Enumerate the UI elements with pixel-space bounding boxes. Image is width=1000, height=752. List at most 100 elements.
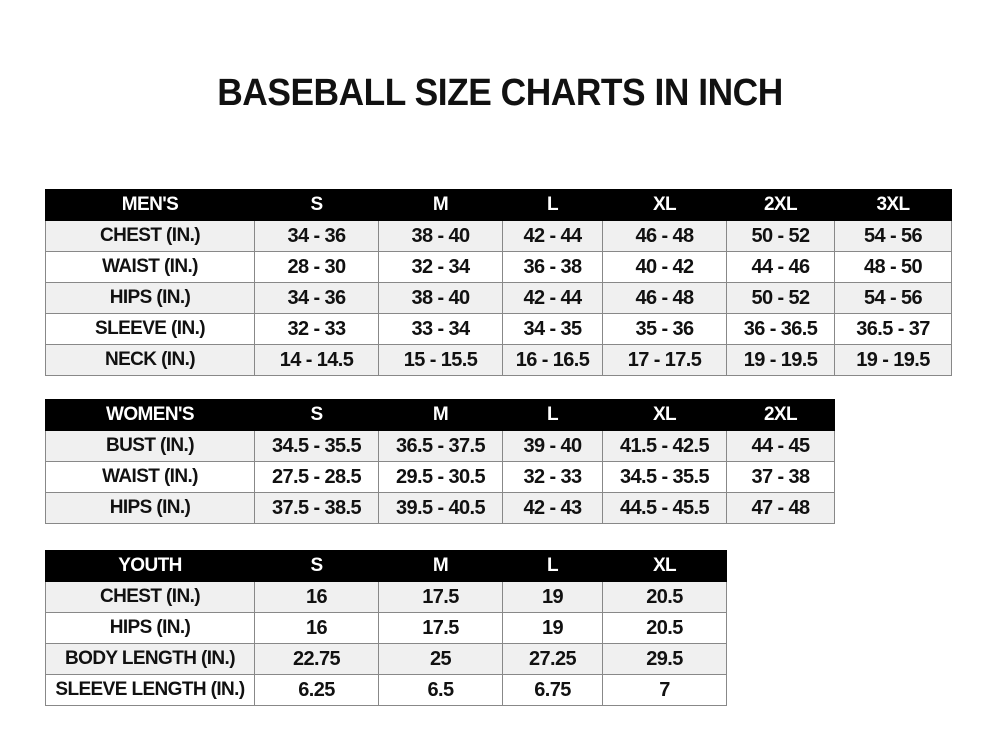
size-value: 38 - 40 [378,220,503,252]
size-value: 33 - 34 [378,313,503,345]
size-value: 36.5 - 37 [834,313,952,345]
size-value: 19 [502,612,603,644]
size-value: 15 - 15.5 [378,344,503,376]
youth-size-table: YOUTH S M L XL CHEST (IN.) 16 17.5 19 20.5 HIPS (I… [45,550,727,706]
size-value: 6.25 [254,674,379,706]
measurement-label: WAIST (IN.) [45,251,255,283]
size-header: S [254,550,379,582]
header-row: MEN'S S M L XL 2XL 3XL [45,189,952,221]
size-header: XL [602,189,727,221]
size-value: 7 [602,674,727,706]
size-value: 19 - 19.5 [726,344,835,376]
size-value: 27.5 - 28.5 [254,461,379,493]
page-title: BASEBALL SIZE CHARTS IN INCH [217,72,783,114]
size-value: 54 - 56 [834,220,952,252]
size-value: 16 [254,581,379,613]
size-value: 44 - 45 [726,430,835,462]
table-row: WAIST (IN.) 27.5 - 28.5 29.5 - 30.5 32 - 33… [45,461,835,493]
size-value: 32 - 33 [254,313,379,345]
header-row: YOUTH S M L XL [45,550,727,582]
size-value: 29.5 [602,643,727,675]
size-value: 14 - 14.5 [254,344,379,376]
size-value: 48 - 50 [834,251,952,283]
size-value: 25 [378,643,503,675]
table-row: SLEEVE LENGTH (IN.) 6.25 6.5 6.75 7 [45,674,727,706]
category-header: WOMEN'S [45,399,255,431]
size-value: 35 - 36 [602,313,727,345]
table-row: BUST (IN.) 34.5 - 35.5 36.5 - 37.5 39 - 40 4… [45,430,835,462]
size-header: L [502,550,603,582]
table-row: WAIST (IN.) 28 - 30 32 - 34 36 - 38 40 - 42 4… [45,251,952,283]
size-value: 39.5 - 40.5 [378,492,503,524]
measurement-label: BODY LENGTH (IN.) [45,643,255,675]
size-value: 19 [502,581,603,613]
size-value: 34 - 36 [254,282,379,314]
size-value: 36.5 - 37.5 [378,430,503,462]
measurement-label: CHEST (IN.) [45,220,255,252]
size-value: 46 - 48 [602,220,727,252]
category-header: MEN'S [45,189,255,221]
measurement-label: HIPS (IN.) [45,612,255,644]
size-value: 6.75 [502,674,603,706]
size-value: 16 [254,612,379,644]
size-value: 46 - 48 [602,282,727,314]
size-header: XL [602,550,727,582]
measurement-label: WAIST (IN.) [45,461,255,493]
size-value: 44 - 46 [726,251,835,283]
size-header: M [378,399,503,431]
size-value: 32 - 33 [502,461,603,493]
size-value: 17 - 17.5 [602,344,727,376]
table-row: SLEEVE (IN.) 32 - 33 33 - 34 34 - 35 35 - 36… [45,313,952,345]
size-value: 50 - 52 [726,282,835,314]
size-value: 42 - 43 [502,492,603,524]
mens-size-table: MEN'S S M L XL 2XL 3XL CHEST (IN.) 34 - 36 38 - 4… [45,189,952,376]
measurement-label: SLEEVE (IN.) [45,313,255,345]
size-value: 20.5 [602,612,727,644]
size-value: 50 - 52 [726,220,835,252]
measurement-label: HIPS (IN.) [45,282,255,314]
size-value: 42 - 44 [502,282,603,314]
size-value: 41.5 - 42.5 [602,430,727,462]
size-value: 34 - 36 [254,220,379,252]
table-row: NECK (IN.) 14 - 14.5 15 - 15.5 16 - 16.5 17 … [45,344,952,376]
size-value: 54 - 56 [834,282,952,314]
size-header: M [378,189,503,221]
size-header: L [502,189,603,221]
size-value: 32 - 34 [378,251,503,283]
size-value: 44.5 - 45.5 [602,492,727,524]
size-value: 29.5 - 30.5 [378,461,503,493]
size-value: 16 - 16.5 [502,344,603,376]
size-value: 34 - 35 [502,313,603,345]
table-row: CHEST (IN.) 34 - 36 38 - 40 42 - 44 46 - 48 5… [45,220,952,252]
measurement-label: SLEEVE LENGTH (IN.) [45,674,255,706]
measurement-label: NECK (IN.) [45,344,255,376]
measurement-label: CHEST (IN.) [45,581,255,613]
size-header: S [254,399,379,431]
size-value: 37.5 - 38.5 [254,492,379,524]
size-value: 42 - 44 [502,220,603,252]
header-row: WOMEN'S S M L XL 2XL [45,399,835,431]
size-header: 2XL [726,189,835,221]
size-value: 40 - 42 [602,251,727,283]
size-value: 17.5 [378,612,503,644]
size-value: 38 - 40 [378,282,503,314]
size-header: 2XL [726,399,835,431]
size-value: 19 - 19.5 [834,344,952,376]
size-value: 20.5 [602,581,727,613]
table-row: CHEST (IN.) 16 17.5 19 20.5 [45,581,727,613]
size-value: 34.5 - 35.5 [602,461,727,493]
womens-size-table: WOMEN'S S M L XL 2XL BUST (IN.) 34.5 - 35.5 36.5… [45,399,835,524]
table-row: BODY LENGTH (IN.) 22.75 25 27.25 29.5 [45,643,727,675]
size-header: 3XL [834,189,952,221]
size-header: L [502,399,603,431]
size-value: 17.5 [378,581,503,613]
size-value: 28 - 30 [254,251,379,283]
size-value: 39 - 40 [502,430,603,462]
measurement-label: BUST (IN.) [45,430,255,462]
table-row: HIPS (IN.) 37.5 - 38.5 39.5 - 40.5 42 - 43 4… [45,492,835,524]
size-value: 27.25 [502,643,603,675]
size-value: 22.75 [254,643,379,675]
size-value: 36 - 36.5 [726,313,835,345]
size-header: M [378,550,503,582]
size-value: 34.5 - 35.5 [254,430,379,462]
